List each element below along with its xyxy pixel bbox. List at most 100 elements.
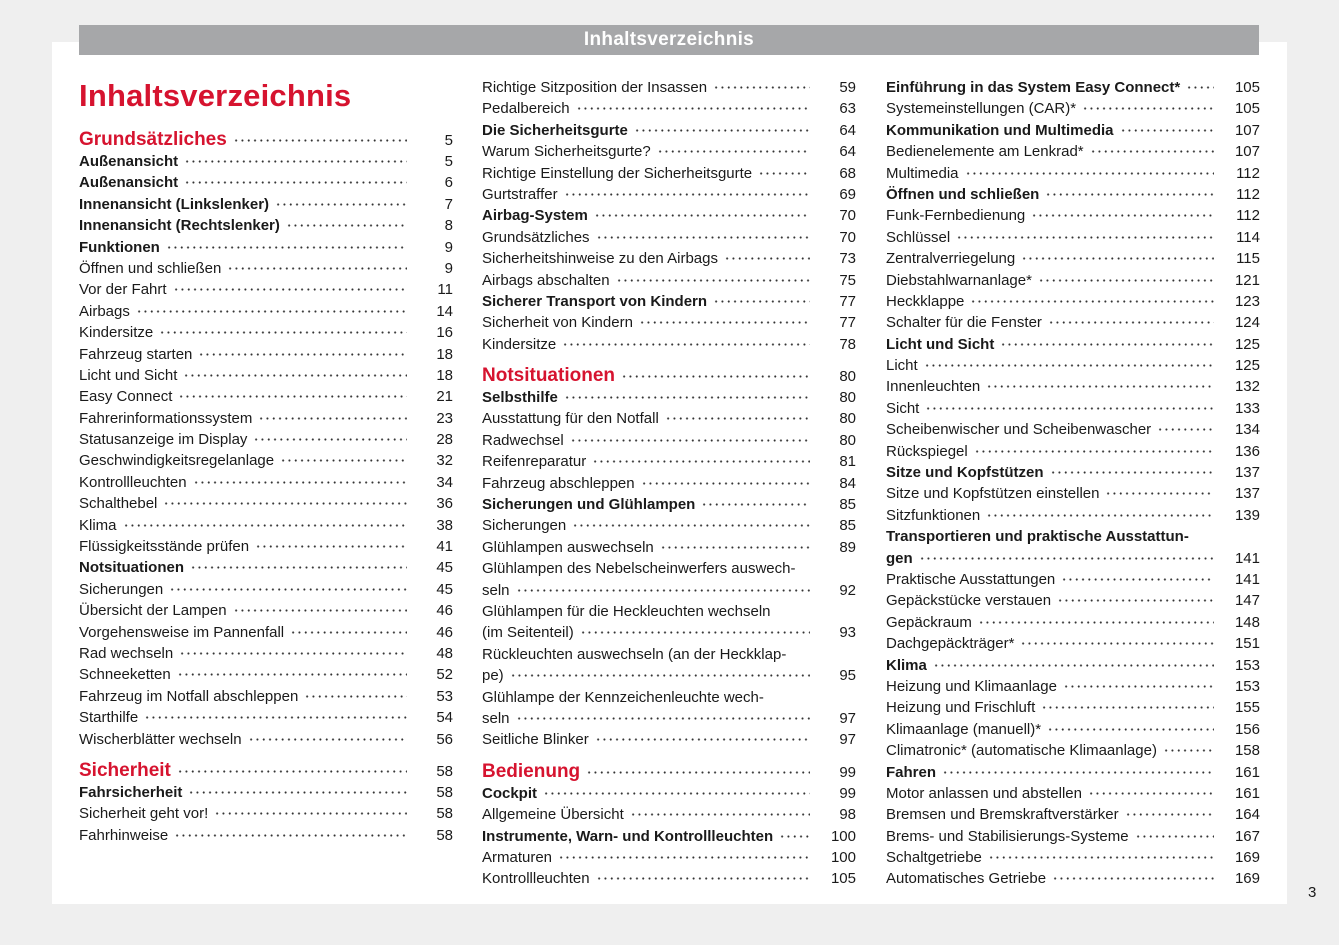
toc-entry-title-line1[interactable]: Rückleuchten auswechseln (an der Heckkla… <box>482 645 787 663</box>
toc-entry[interactable]: Grundsätzliches 70 <box>482 227 856 248</box>
toc-entry[interactable]: Kindersitze 78 <box>482 334 856 355</box>
toc-entry[interactable]: Schlüssel 114 <box>886 227 1260 248</box>
toc-entry[interactable]: Airbags 14 <box>79 301 453 322</box>
toc-entry[interactable]: Vor der Fahrt 11 <box>79 279 453 300</box>
toc-entry[interactable]: Außenansicht 5 <box>79 151 453 172</box>
toc-entry[interactable]: Kontrollleuchten 105 <box>482 868 856 889</box>
toc-entry[interactable]: Übersicht der Lampen 46 <box>79 600 453 621</box>
toc-entry[interactable]: Allgemeine Übersicht 98 <box>482 804 856 825</box>
toc-entry[interactable]: Radwechsel 80 <box>482 430 856 451</box>
toc-section[interactable]: Sicherheit 58 <box>79 760 453 782</box>
toc-entry-title-line1[interactable]: Glühlampe der Kennzeichenleuchte wech- <box>482 688 764 706</box>
toc-entry[interactable]: Fahrzeug starten 18 <box>79 344 453 365</box>
toc-entry[interactable]: Gepäckstücke verstauen 147 <box>886 590 1260 611</box>
toc-entry[interactable]: Fahrhinweise 58 <box>79 825 453 846</box>
toc-entry[interactable]: Die Sicherheitsgurte 64 <box>482 120 856 141</box>
toc-entry[interactable]: Motor anlassen und abstellen 161 <box>886 783 1260 804</box>
toc-entry[interactable]: (im Seitenteil) 93 <box>482 622 856 643</box>
toc-entry[interactable]: Öffnen und schließen 9 <box>79 258 453 279</box>
toc-entry[interactable]: Flüssigkeitsstände prüfen 41 <box>79 536 453 557</box>
toc-entry[interactable]: Funktionen 9 <box>79 237 453 258</box>
toc-entry[interactable]: Selbsthilfe 80 <box>482 387 856 408</box>
toc-entry[interactable]: Airbags abschalten 75 <box>482 270 856 291</box>
toc-entry[interactable]: Kindersitze 16 <box>79 322 453 343</box>
toc-entry[interactable]: Fahren 161 <box>886 762 1260 783</box>
toc-section[interactable]: Notsituationen 80 <box>482 365 856 387</box>
toc-entry[interactable]: Instrumente, Warn- und Kontrollleuchten 1… <box>482 826 856 847</box>
toc-entry[interactable]: Fahrerinformationssystem 23 <box>79 408 453 429</box>
toc-entry-title-line1[interactable]: Glühlampen des Nebelscheinwerfers auswec… <box>482 560 796 578</box>
toc-entry[interactable]: Systemeinstellungen (CAR)* 105 <box>886 98 1260 119</box>
toc-entry[interactable]: Licht 125 <box>886 355 1260 376</box>
toc-entry[interactable]: Seitliche Blinker 97 <box>482 729 856 750</box>
toc-entry[interactable]: Sicherungen 85 <box>482 515 856 536</box>
toc-entry[interactable]: Ausstattung für den Notfall 80 <box>482 408 856 429</box>
toc-entry[interactable]: Sicherer Transport von Kindern 77 <box>482 291 856 312</box>
toc-entry[interactable]: Klimaanlage (manuell)* 156 <box>886 719 1260 740</box>
toc-entry[interactable]: Notsituationen 45 <box>79 557 453 578</box>
toc-entry[interactable]: Rückspiegel 136 <box>886 441 1260 462</box>
toc-entry[interactable]: Innenleuchten 132 <box>886 376 1260 397</box>
toc-entry[interactable]: Sicherheitshinweise zu den Airbags 73 <box>482 248 856 269</box>
toc-entry[interactable]: Schalter für die Fenster 124 <box>886 312 1260 333</box>
toc-entry[interactable]: Einführung in das System Easy Connect* 10… <box>886 77 1260 98</box>
toc-entry[interactable]: Funk-Fernbedienung 112 <box>886 205 1260 226</box>
toc-entry[interactable]: pe) 95 <box>482 665 856 686</box>
toc-entry[interactable]: Starthilfe 54 <box>79 707 453 728</box>
toc-entry[interactable]: gen 141 <box>886 548 1260 569</box>
toc-entry[interactable]: Öffnen und schließen 112 <box>886 184 1260 205</box>
toc-entry[interactable]: Climatronic* (automatische Klimaanlage) 1… <box>886 740 1260 761</box>
toc-entry[interactable]: seln 97 <box>482 708 856 729</box>
toc-entry[interactable]: Innenansicht (Rechtslenker) 8 <box>79 215 453 236</box>
toc-entry[interactable]: Sicherungen und Glühlampen 85 <box>482 494 856 515</box>
toc-entry[interactable]: Klima 38 <box>79 515 453 536</box>
toc-entry[interactable]: Geschwindigkeitsregelanlage 32 <box>79 450 453 471</box>
toc-entry[interactable]: Easy Connect 21 <box>79 386 453 407</box>
toc-entry[interactable]: Rad wechseln 48 <box>79 643 453 664</box>
toc-entry[interactable]: Bedienelemente am Lenkrad* 107 <box>886 141 1260 162</box>
toc-entry[interactable]: Automatisches Getriebe 169 <box>886 868 1260 889</box>
toc-entry[interactable]: Klima 153 <box>886 655 1260 676</box>
toc-entry[interactable]: Sitze und Kopfstützen 137 <box>886 462 1260 483</box>
toc-entry[interactable]: Glühlampen auswechseln 89 <box>482 537 856 558</box>
toc-entry[interactable]: Scheibenwischer und Scheibenwascher 134 <box>886 419 1260 440</box>
toc-entry[interactable]: Schaltgetriebe 169 <box>886 847 1260 868</box>
toc-entry[interactable]: Richtige Einstellung der Sicherheitsgurt… <box>482 163 856 184</box>
toc-entry[interactable]: Brems- und Stabilisierungs-Systeme 167 <box>886 826 1260 847</box>
toc-entry[interactable]: Diebstahlwarnanlage* 121 <box>886 270 1260 291</box>
toc-entry[interactable]: Dachgepäckträger* 151 <box>886 633 1260 654</box>
toc-entry[interactable]: Heizung und Klimaanlage 153 <box>886 676 1260 697</box>
toc-entry[interactable]: Wischerblätter wechseln 56 <box>79 729 453 750</box>
toc-entry[interactable]: Heizung und Frischluft 155 <box>886 697 1260 718</box>
toc-entry[interactable]: Airbag-System 70 <box>482 205 856 226</box>
toc-entry[interactable]: Warum Sicherheitsgurte? 64 <box>482 141 856 162</box>
toc-entry[interactable]: Pedalbereich 63 <box>482 98 856 119</box>
toc-entry[interactable]: Sitze und Kopfstützen einstellen 137 <box>886 483 1260 504</box>
toc-entry[interactable]: Reifenreparatur 81 <box>482 451 856 472</box>
toc-entry[interactable]: Richtige Sitzposition der Insassen 59 <box>482 77 856 98</box>
toc-entry[interactable]: Außenansicht 6 <box>79 172 453 193</box>
toc-entry[interactable]: Schalthebel 36 <box>79 493 453 514</box>
toc-entry[interactable]: Fahrzeug im Notfall abschleppen 53 <box>79 686 453 707</box>
toc-entry[interactable]: Vorgehensweise im Pannenfall 46 <box>79 622 453 643</box>
toc-entry[interactable]: Kontrollleuchten 34 <box>79 472 453 493</box>
toc-entry[interactable]: Licht und Sicht 18 <box>79 365 453 386</box>
toc-entry[interactable]: Sicherheit geht vor! 58 <box>79 803 453 824</box>
toc-entry[interactable]: Sitzfunktionen 139 <box>886 505 1260 526</box>
toc-section[interactable]: Bedienung 99 <box>482 761 856 783</box>
toc-entry[interactable]: Gepäckraum 148 <box>886 612 1260 633</box>
toc-section[interactable]: Grundsätzliches 5 <box>79 129 453 151</box>
toc-entry[interactable]: Sicherheit von Kindern 77 <box>482 312 856 333</box>
toc-entry-title-line1[interactable]: Glühlampen für die Heckleuchten wechseln <box>482 602 771 620</box>
toc-entry[interactable]: Licht und Sicht 125 <box>886 334 1260 355</box>
toc-entry[interactable]: Schneeketten 52 <box>79 664 453 685</box>
toc-entry[interactable]: Bremsen und Bremskraftverstärker 164 <box>886 804 1260 825</box>
toc-entry[interactable]: Gurtstraffer 69 <box>482 184 856 205</box>
toc-entry[interactable]: Kommunikation und Multimedia 107 <box>886 120 1260 141</box>
toc-entry[interactable]: Multimedia 112 <box>886 163 1260 184</box>
toc-entry[interactable]: Fahrzeug abschleppen 84 <box>482 473 856 494</box>
toc-entry[interactable]: Sicherungen 45 <box>79 579 453 600</box>
toc-entry[interactable]: Sicht 133 <box>886 398 1260 419</box>
toc-entry[interactable]: Cockpit 99 <box>482 783 856 804</box>
toc-entry[interactable]: Heckklappe 123 <box>886 291 1260 312</box>
